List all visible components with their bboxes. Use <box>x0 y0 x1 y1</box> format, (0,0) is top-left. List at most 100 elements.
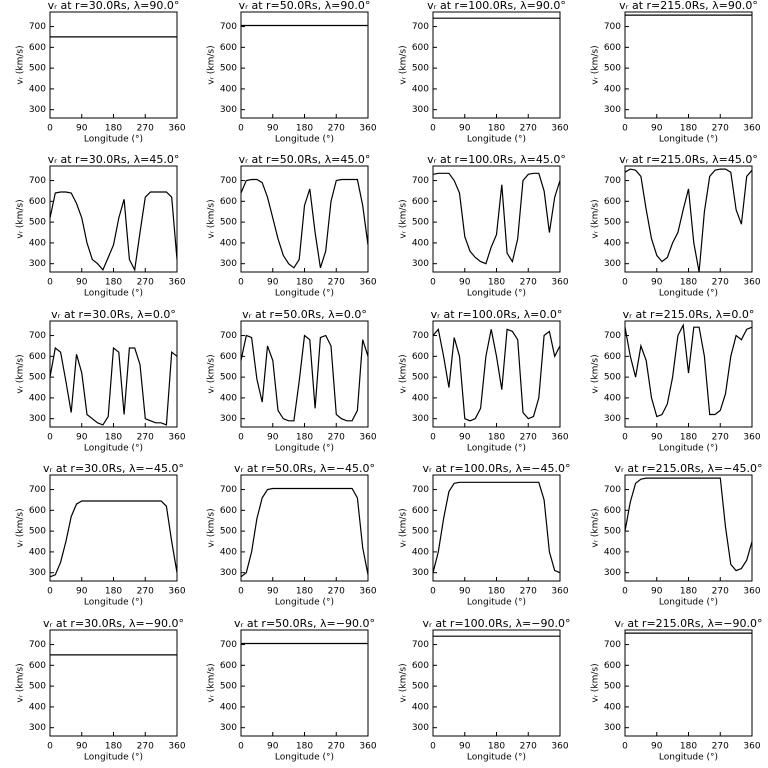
y-axis-label: vᵣ (km/s) <box>207 354 217 393</box>
plot-frame <box>624 165 753 273</box>
x-axis-label: Longitude (°) <box>84 598 143 608</box>
y-axis-label: vᵣ (km/s) <box>207 508 217 547</box>
y-tick-label: 600 <box>412 197 429 207</box>
x-tick-label: 90 <box>459 124 471 134</box>
plot-frame <box>49 11 178 119</box>
x-tick-label: 270 <box>520 433 537 443</box>
x-tick-label: 90 <box>267 433 279 443</box>
y-tick-label: 300 <box>604 414 621 424</box>
y-tick-label: 500 <box>412 682 429 692</box>
chart-title: vᵣ at r=100.0Rs, λ=45.0° <box>427 153 566 166</box>
y-tick-label: 600 <box>604 506 621 516</box>
y-tick-label: 700 <box>412 331 429 341</box>
chart-title: vᵣ at r=30.0Rs, λ=−90.0° <box>43 617 184 630</box>
x-tick-label: 360 <box>359 742 376 752</box>
plot-frame <box>49 165 178 273</box>
y-tick-label: 400 <box>604 393 621 403</box>
y-tick-label: 300 <box>604 568 621 578</box>
plot-frame <box>240 11 369 119</box>
x-tick-label: 360 <box>551 587 568 597</box>
y-tick-label: 300 <box>220 414 237 424</box>
y-tick-label: 400 <box>29 702 46 712</box>
y-axis-label: vᵣ (km/s) <box>591 45 601 84</box>
x-axis-label: Longitude (°) <box>467 598 526 608</box>
x-tick-label: 360 <box>743 278 760 288</box>
x-tick-label: 180 <box>680 433 697 443</box>
y-tick-label: 700 <box>220 331 237 341</box>
x-tick-label: 360 <box>551 742 568 752</box>
x-tick-label: 90 <box>651 587 663 597</box>
y-tick-label: 700 <box>29 485 46 495</box>
plot-frame <box>49 629 178 737</box>
y-tick-label: 400 <box>604 702 621 712</box>
y-tick-label: 400 <box>29 84 46 94</box>
x-tick-label: 360 <box>168 742 185 752</box>
x-tick-label: 180 <box>105 433 122 443</box>
y-tick-label: 500 <box>220 682 237 692</box>
x-axis-label: Longitude (°) <box>275 753 334 763</box>
y-tick-label: 500 <box>29 682 46 692</box>
y-tick-label: 700 <box>604 331 621 341</box>
chart-title: vᵣ at r=30.0Rs, λ=45.0° <box>48 153 180 166</box>
x-tick-label: 90 <box>459 433 471 443</box>
y-tick-label: 400 <box>604 547 621 557</box>
y-tick-label: 500 <box>412 218 429 228</box>
x-tick-label: 180 <box>296 433 313 443</box>
y-tick-label: 700 <box>29 331 46 341</box>
x-tick-label: 0 <box>47 742 53 752</box>
chart-title: vᵣ at r=215.0Rs, λ=−45.0° <box>615 462 763 475</box>
x-tick-label: 0 <box>430 742 436 752</box>
x-tick-label: 0 <box>622 278 628 288</box>
x-tick-label: 180 <box>105 124 122 134</box>
y-tick-label: 500 <box>220 527 237 537</box>
x-tick-label: 360 <box>168 433 185 443</box>
y-tick-label: 700 <box>29 176 46 186</box>
x-tick-label: 90 <box>76 587 88 597</box>
y-tick-label: 500 <box>29 64 46 74</box>
y-tick-label: 500 <box>220 373 237 383</box>
y-tick-label: 700 <box>604 640 621 650</box>
x-axis-label: Longitude (°) <box>467 135 526 145</box>
x-axis-label: Longitude (°) <box>84 135 143 145</box>
y-axis-label: vᵣ (km/s) <box>591 354 601 393</box>
x-tick-label: 0 <box>622 433 628 443</box>
y-tick-label: 400 <box>220 547 237 557</box>
y-tick-label: 700 <box>29 22 46 32</box>
x-tick-label: 0 <box>238 124 244 134</box>
plot-frame <box>624 629 753 737</box>
chart-title: vᵣ at r=30.0Rs, λ=0.0° <box>51 308 176 321</box>
x-tick-label: 180 <box>680 742 697 752</box>
y-tick-label: 500 <box>604 218 621 228</box>
x-tick-label: 0 <box>430 433 436 443</box>
y-tick-label: 500 <box>412 64 429 74</box>
y-tick-label: 400 <box>29 547 46 557</box>
y-tick-label: 300 <box>604 259 621 269</box>
x-tick-label: 180 <box>105 587 122 597</box>
y-tick-label: 600 <box>604 197 621 207</box>
y-tick-label: 300 <box>412 723 429 733</box>
data-line <box>432 481 561 574</box>
x-tick-label: 360 <box>359 278 376 288</box>
x-tick-label: 90 <box>651 742 663 752</box>
chart-title: vᵣ at r=50.0Rs, λ=−45.0° <box>234 462 375 475</box>
x-tick-label: 270 <box>328 587 345 597</box>
plot-frame <box>624 474 753 582</box>
chart-title: vᵣ at r=30.0Rs, λ=−45.0° <box>43 462 184 475</box>
y-tick-label: 300 <box>29 414 46 424</box>
x-axis-label: Longitude (°) <box>275 135 334 145</box>
chart-title: vᵣ at r=100.0Rs, λ=90.0° <box>427 0 566 12</box>
y-tick-label: 300 <box>220 723 237 733</box>
x-tick-label: 180 <box>488 433 505 443</box>
plot-frame <box>432 11 561 119</box>
x-tick-label: 90 <box>267 124 279 134</box>
y-tick-label: 300 <box>220 105 237 115</box>
y-axis-label: vᵣ (km/s) <box>399 508 409 547</box>
y-tick-label: 700 <box>220 640 237 650</box>
x-tick-label: 360 <box>168 124 185 134</box>
chart-title: vᵣ at r=30.0Rs, λ=90.0° <box>48 0 180 12</box>
y-axis-label: vᵣ (km/s) <box>207 45 217 84</box>
chart-title: vᵣ at r=215.0Rs, λ=45.0° <box>619 153 758 166</box>
x-tick-label: 0 <box>238 742 244 752</box>
y-tick-label: 300 <box>412 414 429 424</box>
y-axis-label: vᵣ (km/s) <box>207 199 217 238</box>
